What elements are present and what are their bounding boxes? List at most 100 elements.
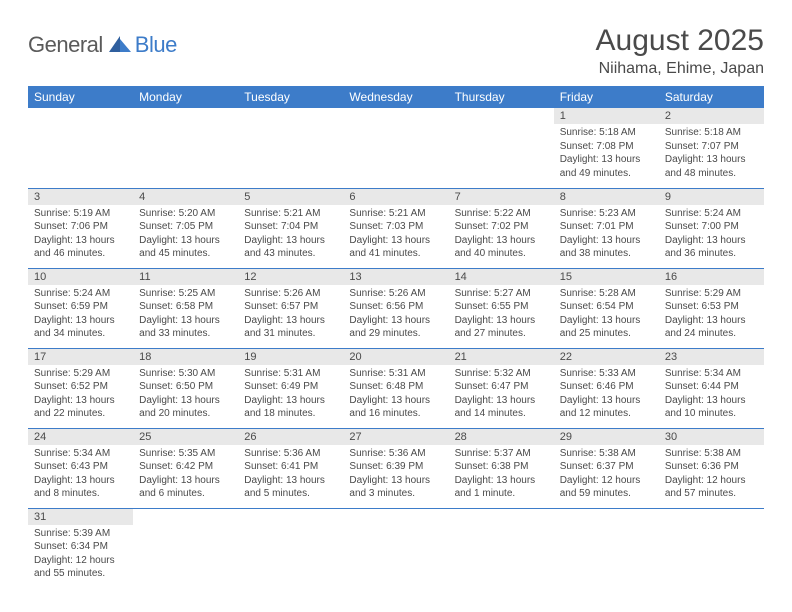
day-detail-line: Sunset: 6:41 PM xyxy=(244,460,337,474)
day-detail-line: Sunset: 7:06 PM xyxy=(34,220,127,234)
day-detail-line: Sunset: 6:38 PM xyxy=(455,460,548,474)
calendar-cell: 19Sunrise: 5:31 AMSunset: 6:49 PMDayligh… xyxy=(238,348,343,428)
day-detail-line: Daylight: 13 hours xyxy=(139,394,232,408)
day-detail-line: Sunrise: 5:25 AM xyxy=(139,287,232,301)
location-subtitle: Niihama, Ehime, Japan xyxy=(596,60,764,78)
day-detail-line: Daylight: 13 hours xyxy=(244,314,337,328)
day-details: Sunrise: 5:34 AMSunset: 6:44 PMDaylight:… xyxy=(659,365,764,425)
day-detail-line: Sunset: 6:55 PM xyxy=(455,300,548,314)
calendar-row: 3Sunrise: 5:19 AMSunset: 7:06 PMDaylight… xyxy=(28,188,764,268)
day-detail-line: Daylight: 13 hours xyxy=(244,234,337,248)
weekday-header: Tuesday xyxy=(238,86,343,108)
day-detail-line: and 34 minutes. xyxy=(34,327,127,341)
day-detail-line: Sunrise: 5:34 AM xyxy=(34,447,127,461)
day-details: Sunrise: 5:31 AMSunset: 6:48 PMDaylight:… xyxy=(343,365,448,425)
day-detail-line: Sunset: 6:52 PM xyxy=(34,380,127,394)
day-details: Sunrise: 5:30 AMSunset: 6:50 PMDaylight:… xyxy=(133,365,238,425)
day-detail-line: Sunset: 6:39 PM xyxy=(349,460,442,474)
day-detail-line: Sunset: 6:42 PM xyxy=(139,460,232,474)
calendar-cell: 23Sunrise: 5:34 AMSunset: 6:44 PMDayligh… xyxy=(659,348,764,428)
day-detail-line: Sunrise: 5:21 AM xyxy=(244,207,337,221)
weekday-header: Saturday xyxy=(659,86,764,108)
day-number: 4 xyxy=(133,189,238,205)
calendar-cell xyxy=(238,508,343,588)
day-detail-line: Sunset: 7:00 PM xyxy=(665,220,758,234)
day-detail-line: Sunset: 7:02 PM xyxy=(455,220,548,234)
calendar-cell: 8Sunrise: 5:23 AMSunset: 7:01 PMDaylight… xyxy=(554,188,659,268)
day-detail-line: and 45 minutes. xyxy=(139,247,232,261)
month-title: August 2025 xyxy=(596,24,764,58)
day-number: 23 xyxy=(659,349,764,365)
day-detail-line: Sunrise: 5:18 AM xyxy=(665,126,758,140)
day-details: Sunrise: 5:31 AMSunset: 6:49 PMDaylight:… xyxy=(238,365,343,425)
day-detail-line: Daylight: 13 hours xyxy=(560,153,653,167)
day-details: Sunrise: 5:37 AMSunset: 6:38 PMDaylight:… xyxy=(449,445,554,505)
day-detail-line: Sunrise: 5:28 AM xyxy=(560,287,653,301)
day-detail-line: and 10 minutes. xyxy=(665,407,758,421)
day-detail-line: Daylight: 13 hours xyxy=(560,234,653,248)
day-detail-line: Sunset: 6:37 PM xyxy=(560,460,653,474)
day-detail-line: and 36 minutes. xyxy=(665,247,758,261)
calendar-cell: 12Sunrise: 5:26 AMSunset: 6:57 PMDayligh… xyxy=(238,268,343,348)
day-details: Sunrise: 5:36 AMSunset: 6:41 PMDaylight:… xyxy=(238,445,343,505)
day-number: 9 xyxy=(659,189,764,205)
calendar-cell: 9Sunrise: 5:24 AMSunset: 7:00 PMDaylight… xyxy=(659,188,764,268)
day-detail-line: Daylight: 13 hours xyxy=(665,394,758,408)
day-detail-line: Sunset: 6:57 PM xyxy=(244,300,337,314)
calendar-cell: 3Sunrise: 5:19 AMSunset: 7:06 PMDaylight… xyxy=(28,188,133,268)
day-detail-line: Sunrise: 5:38 AM xyxy=(665,447,758,461)
day-details: Sunrise: 5:34 AMSunset: 6:43 PMDaylight:… xyxy=(28,445,133,505)
calendar-cell xyxy=(449,108,554,188)
day-detail-line: Sunrise: 5:39 AM xyxy=(34,527,127,541)
calendar-row: 24Sunrise: 5:34 AMSunset: 6:43 PMDayligh… xyxy=(28,428,764,508)
day-details: Sunrise: 5:18 AMSunset: 7:07 PMDaylight:… xyxy=(659,124,764,184)
day-detail-line: Daylight: 12 hours xyxy=(34,554,127,568)
day-details: Sunrise: 5:18 AMSunset: 7:08 PMDaylight:… xyxy=(554,124,659,184)
day-detail-line: Sunset: 6:46 PM xyxy=(560,380,653,394)
day-number: 24 xyxy=(28,429,133,445)
day-detail-line: Sunrise: 5:21 AM xyxy=(349,207,442,221)
brand-logo: General Blue xyxy=(28,32,177,58)
day-detail-line: and 12 minutes. xyxy=(560,407,653,421)
calendar-cell: 5Sunrise: 5:21 AMSunset: 7:04 PMDaylight… xyxy=(238,188,343,268)
day-detail-line: Sunrise: 5:36 AM xyxy=(349,447,442,461)
day-number: 17 xyxy=(28,349,133,365)
weekday-header: Monday xyxy=(133,86,238,108)
day-number: 27 xyxy=(343,429,448,445)
calendar-cell: 29Sunrise: 5:38 AMSunset: 6:37 PMDayligh… xyxy=(554,428,659,508)
day-detail-line: and 46 minutes. xyxy=(34,247,127,261)
calendar-cell: 18Sunrise: 5:30 AMSunset: 6:50 PMDayligh… xyxy=(133,348,238,428)
day-detail-line: Sunset: 6:59 PM xyxy=(34,300,127,314)
calendar-row: 31Sunrise: 5:39 AMSunset: 6:34 PMDayligh… xyxy=(28,508,764,588)
day-number: 30 xyxy=(659,429,764,445)
day-detail-line: Sunrise: 5:19 AM xyxy=(34,207,127,221)
sail-icon xyxy=(109,36,131,57)
calendar-cell: 15Sunrise: 5:28 AMSunset: 6:54 PMDayligh… xyxy=(554,268,659,348)
calendar-cell xyxy=(659,508,764,588)
day-detail-line: Daylight: 13 hours xyxy=(455,314,548,328)
day-detail-line: Sunrise: 5:23 AM xyxy=(560,207,653,221)
day-detail-line: Sunrise: 5:38 AM xyxy=(560,447,653,461)
calendar-cell: 25Sunrise: 5:35 AMSunset: 6:42 PMDayligh… xyxy=(133,428,238,508)
calendar-cell: 16Sunrise: 5:29 AMSunset: 6:53 PMDayligh… xyxy=(659,268,764,348)
day-detail-line: Sunset: 6:50 PM xyxy=(139,380,232,394)
day-number: 22 xyxy=(554,349,659,365)
calendar-cell: 22Sunrise: 5:33 AMSunset: 6:46 PMDayligh… xyxy=(554,348,659,428)
title-block: August 2025 Niihama, Ehime, Japan xyxy=(596,24,764,78)
day-detail-line: Daylight: 13 hours xyxy=(349,234,442,248)
day-number: 13 xyxy=(343,269,448,285)
day-detail-line: Sunrise: 5:34 AM xyxy=(665,367,758,381)
day-detail-line: and 49 minutes. xyxy=(560,167,653,181)
day-number: 2 xyxy=(659,108,764,124)
day-details: Sunrise: 5:20 AMSunset: 7:05 PMDaylight:… xyxy=(133,205,238,265)
day-details: Sunrise: 5:26 AMSunset: 6:57 PMDaylight:… xyxy=(238,285,343,345)
day-detail-line: Daylight: 13 hours xyxy=(34,394,127,408)
day-number: 18 xyxy=(133,349,238,365)
day-detail-line: Sunset: 6:36 PM xyxy=(665,460,758,474)
day-details: Sunrise: 5:27 AMSunset: 6:55 PMDaylight:… xyxy=(449,285,554,345)
day-number: 8 xyxy=(554,189,659,205)
day-detail-line: and 8 minutes. xyxy=(34,487,127,501)
day-number: 21 xyxy=(449,349,554,365)
calendar-cell: 14Sunrise: 5:27 AMSunset: 6:55 PMDayligh… xyxy=(449,268,554,348)
day-details: Sunrise: 5:29 AMSunset: 6:53 PMDaylight:… xyxy=(659,285,764,345)
